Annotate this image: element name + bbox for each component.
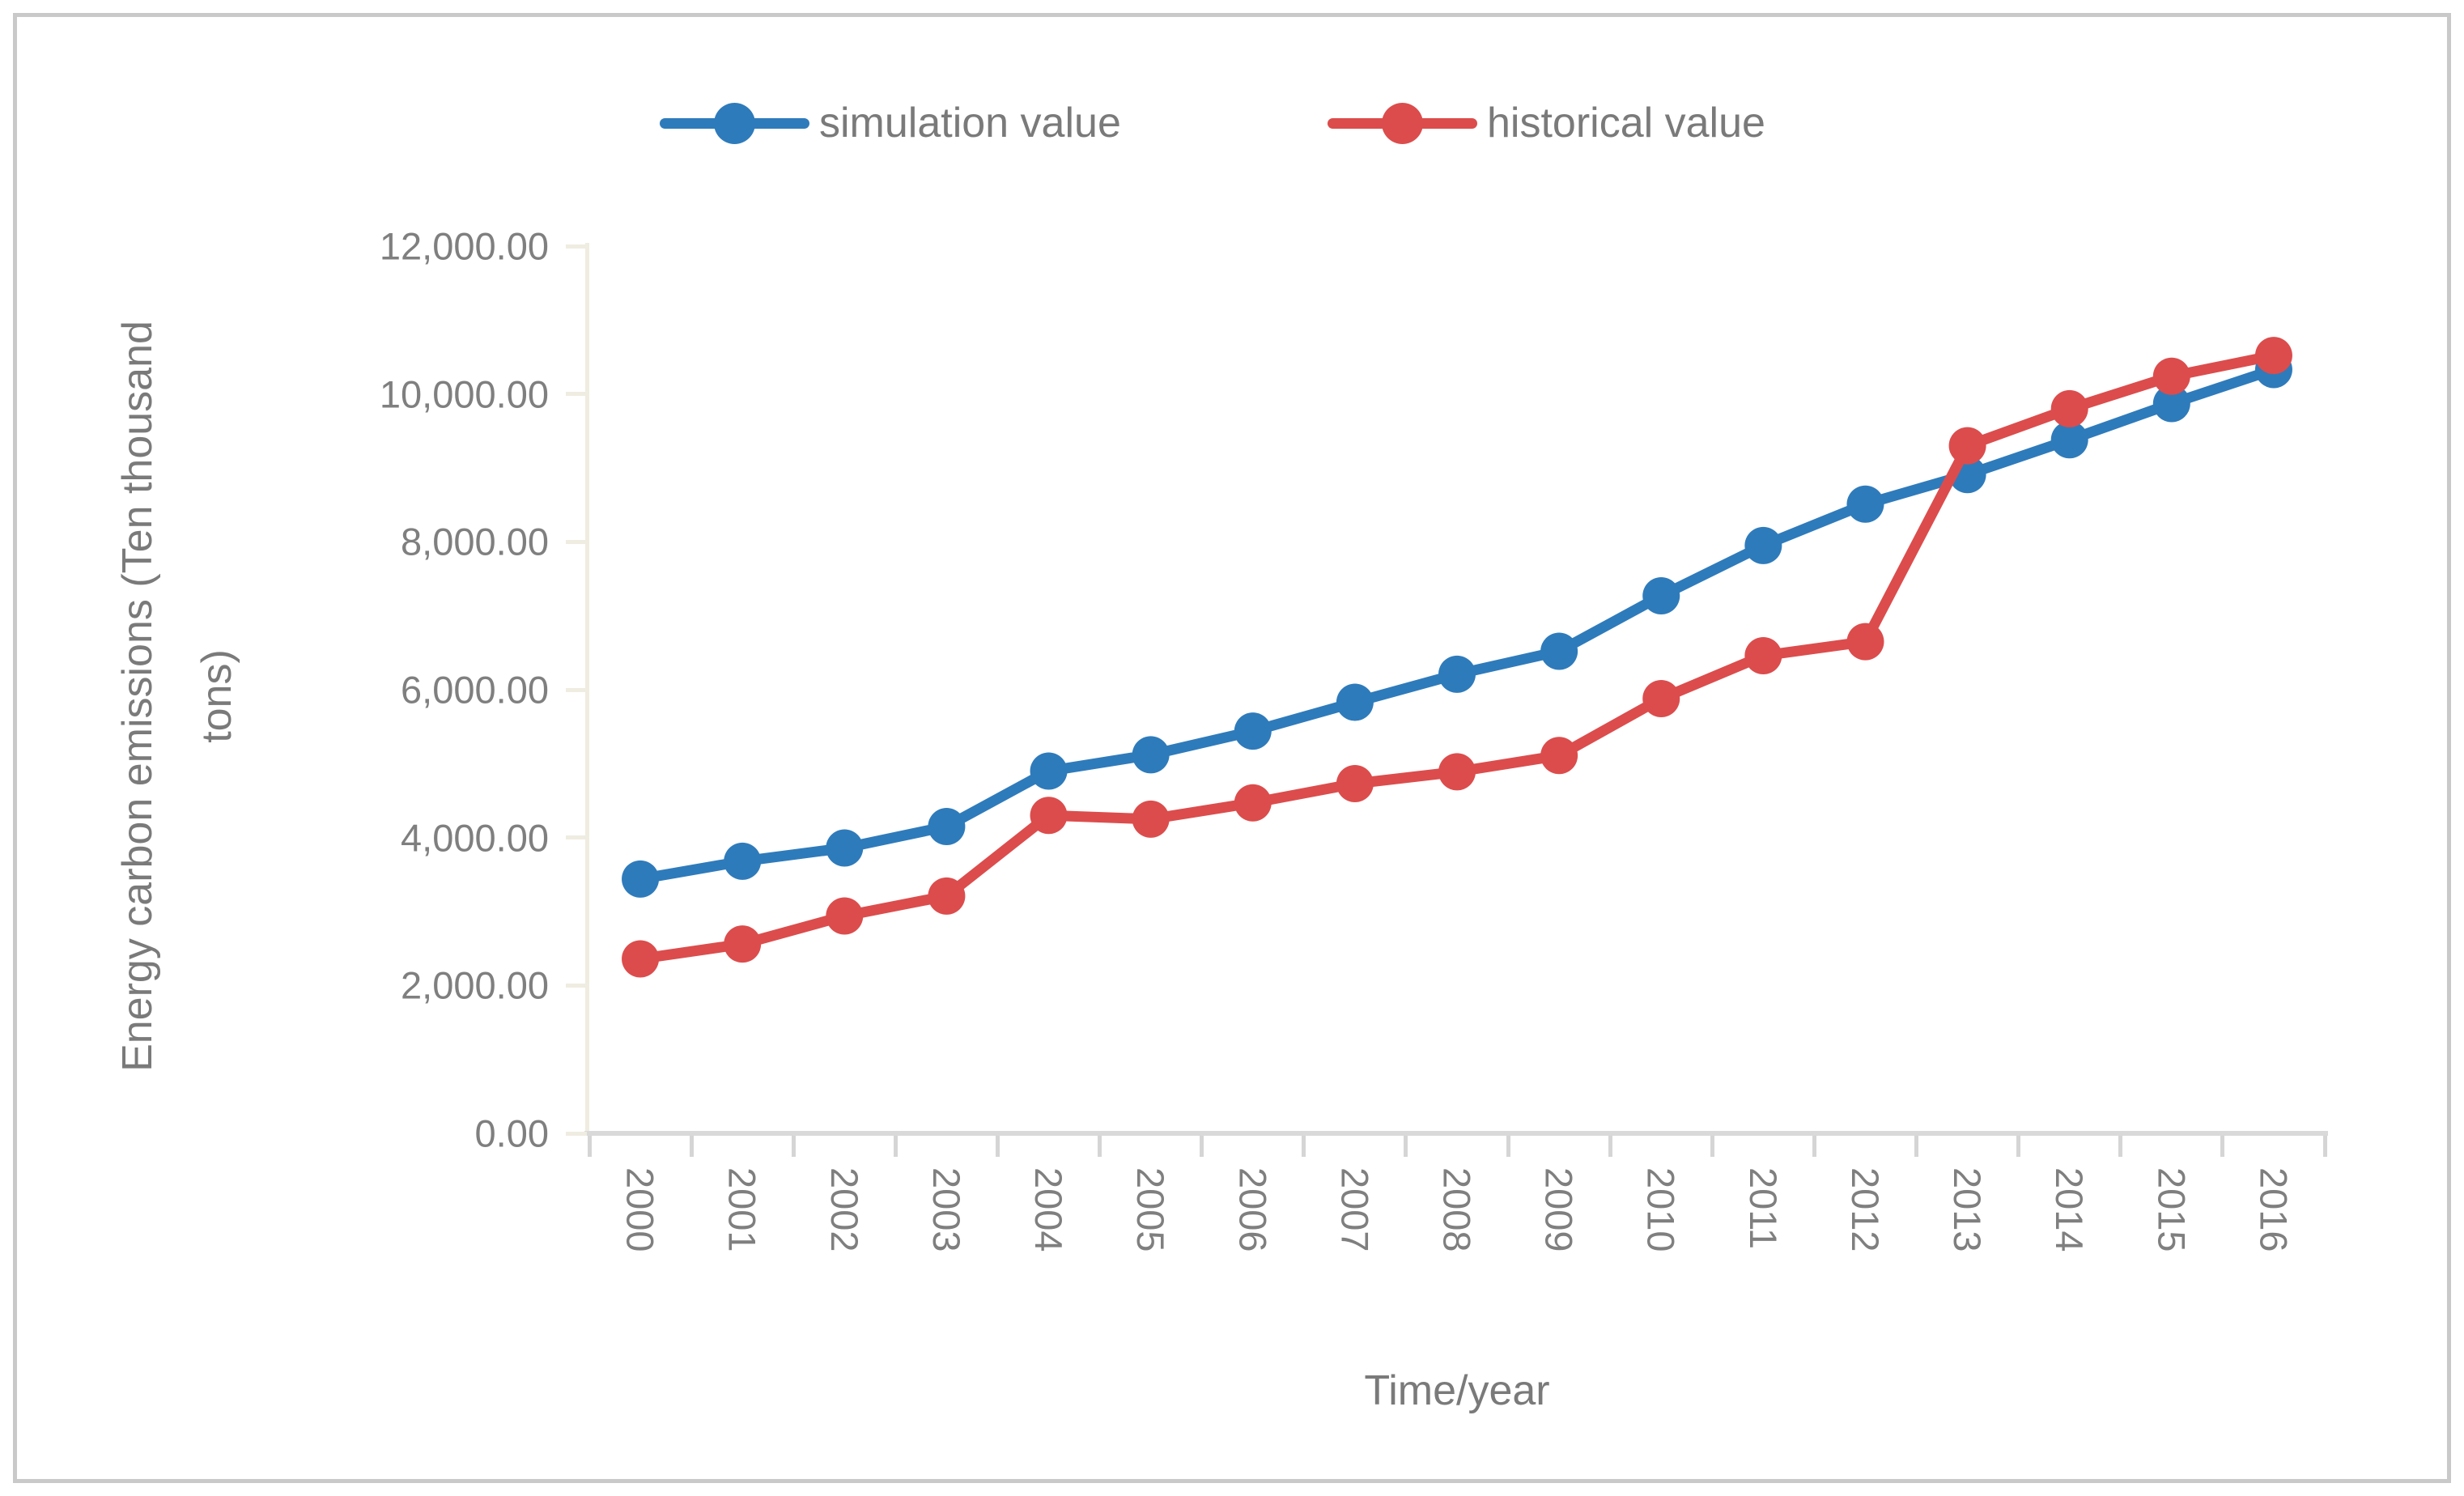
data-point-simulation-2001 — [724, 842, 762, 880]
data-point-historical-2005 — [1132, 800, 1170, 838]
y-tick-mark — [566, 983, 587, 988]
data-point-historical-2013 — [1948, 427, 1986, 465]
legend-item-historical: historical value — [1328, 97, 1765, 149]
data-point-simulation-2003 — [928, 807, 966, 845]
y-tick-mark — [566, 392, 587, 397]
y-tick-label: 6,000.00 — [401, 668, 549, 712]
x-tick-mark — [791, 1136, 796, 1157]
x-axis-title: Time/year — [1364, 1367, 1550, 1414]
legend-marker-historical-icon — [1328, 97, 1477, 149]
y-tick-label: 0.00 — [474, 1111, 549, 1155]
x-tick-mark — [2118, 1136, 2123, 1157]
data-point-simulation-2009 — [1540, 632, 1578, 670]
x-tick-mark — [995, 1136, 1000, 1157]
figure-border — [13, 13, 2451, 1483]
data-point-historical-2008 — [1438, 753, 1476, 791]
x-axis-line — [584, 1131, 2328, 1136]
data-point-historical-2011 — [1744, 636, 1782, 674]
series-line-simulation — [635, 364, 2279, 885]
data-point-historical-2001 — [724, 925, 762, 963]
data-point-simulation-2004 — [1030, 752, 1068, 790]
x-year-label: 2006 — [1231, 1167, 1275, 1252]
y-tick-mark — [566, 244, 587, 249]
legend-label-simulation: simulation value — [819, 100, 1121, 147]
x-tick-mark — [2220, 1136, 2225, 1157]
legend-item-simulation: simulation value — [660, 97, 1121, 149]
x-year-label: 2000 — [618, 1167, 662, 1252]
x-tick-mark — [893, 1136, 898, 1157]
x-tick-mark — [1098, 1136, 1102, 1157]
data-point-simulation-2011 — [1744, 526, 1782, 564]
x-tick-mark — [1608, 1136, 1612, 1157]
data-point-historical-2009 — [1540, 737, 1578, 775]
x-tick-mark — [1710, 1136, 1714, 1157]
data-point-simulation-2010 — [1642, 577, 1680, 615]
x-year-label: 2011 — [1741, 1167, 1785, 1250]
data-point-simulation-2005 — [1132, 736, 1170, 774]
data-point-historical-2014 — [2050, 389, 2088, 427]
x-tick-mark — [1506, 1136, 1510, 1157]
data-point-simulation-2002 — [826, 829, 864, 867]
y-axis-line — [585, 243, 589, 1136]
data-point-historical-2010 — [1642, 679, 1680, 717]
data-point-simulation-2007 — [1336, 683, 1374, 721]
y-tick-label: 8,000.00 — [401, 520, 549, 563]
x-year-label: 2009 — [1537, 1167, 1581, 1252]
x-year-label: 2015 — [2150, 1167, 2194, 1252]
x-year-label: 2014 — [2048, 1167, 2092, 1252]
data-point-historical-2015 — [2152, 357, 2190, 395]
y-tick-label: 10,000.00 — [379, 372, 549, 416]
data-point-historical-2000 — [622, 940, 660, 978]
x-year-label: 2010 — [1639, 1167, 1683, 1252]
data-point-historical-2004 — [1030, 797, 1068, 835]
y-tick-label: 12,000.00 — [379, 224, 549, 268]
x-tick-mark — [689, 1136, 694, 1157]
y-tick-mark — [566, 835, 587, 840]
x-tick-mark — [1200, 1136, 1204, 1157]
x-year-label: 2012 — [1843, 1167, 1887, 1252]
legend-label-historical: historical value — [1487, 100, 1765, 147]
x-tick-mark — [1302, 1136, 1306, 1157]
x-tick-mark — [2016, 1136, 2021, 1157]
data-point-simulation-2012 — [1846, 485, 1884, 523]
data-point-historical-2007 — [1336, 764, 1374, 802]
legend-marker-simulation-icon — [660, 97, 809, 149]
x-tick-mark — [2322, 1136, 2327, 1157]
x-year-label: 2016 — [2252, 1167, 2296, 1252]
x-year-label: 2007 — [1333, 1167, 1377, 1252]
data-point-simulation-2006 — [1234, 712, 1272, 750]
x-year-label: 2013 — [1946, 1167, 1990, 1252]
x-year-label: 2003 — [924, 1167, 968, 1252]
data-point-historical-2003 — [928, 877, 966, 915]
x-year-label: 2002 — [822, 1167, 866, 1252]
y-tick-label: 4,000.00 — [401, 816, 549, 860]
y-tick-label: 2,000.00 — [401, 963, 549, 1007]
y-tick-mark — [566, 539, 587, 544]
data-point-historical-2002 — [826, 897, 864, 935]
x-tick-mark — [1914, 1136, 1919, 1157]
y-tick-mark — [566, 1131, 587, 1136]
data-point-simulation-2015 — [2152, 385, 2190, 423]
x-year-label: 2008 — [1435, 1167, 1479, 1252]
data-point-historical-2016 — [2254, 337, 2292, 375]
legend-dot-simulation — [714, 103, 755, 144]
x-tick-mark — [587, 1136, 592, 1157]
legend-dot-historical — [1382, 103, 1423, 144]
x-year-label: 2001 — [720, 1167, 764, 1252]
y-tick-mark — [566, 687, 587, 692]
data-point-historical-2006 — [1234, 784, 1272, 822]
data-point-simulation-2008 — [1438, 655, 1476, 693]
data-point-historical-2012 — [1846, 623, 1884, 661]
x-year-label: 2004 — [1027, 1167, 1071, 1252]
x-tick-mark — [1404, 1136, 1408, 1157]
data-point-simulation-2014 — [2050, 421, 2088, 459]
data-point-simulation-2000 — [622, 860, 660, 898]
x-year-label: 2005 — [1129, 1167, 1173, 1252]
x-tick-mark — [1812, 1136, 1816, 1157]
